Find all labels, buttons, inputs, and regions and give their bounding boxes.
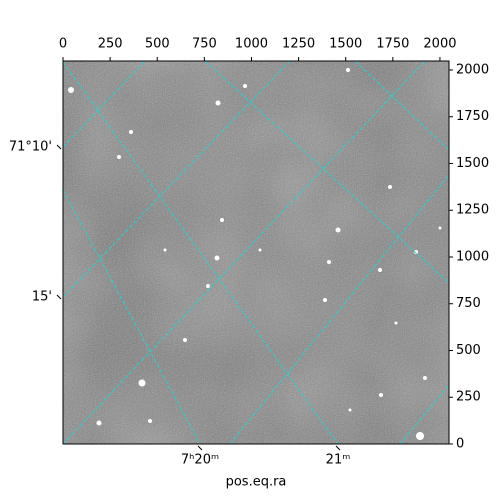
- ra-tick: [335, 445, 341, 451]
- x-tick-label: 250: [98, 37, 123, 52]
- x-tick-label: 1000: [235, 37, 268, 52]
- y-tick-label: 1500: [456, 156, 489, 171]
- y-tick-label: 250: [456, 390, 481, 405]
- y-tick-label: 1750: [456, 109, 489, 124]
- x-tick-label: 750: [192, 37, 217, 52]
- y-tick-label: 1000: [456, 249, 489, 264]
- sky-image: [63, 61, 449, 444]
- coordinate-grid: [63, 61, 449, 444]
- dec-tick: [56, 144, 62, 150]
- stars: [68, 68, 442, 440]
- ra-tick-label: 7ʰ20ᵐ: [181, 453, 219, 468]
- y-tick-label: 2000: [456, 62, 489, 77]
- x-tick-label: 1500: [329, 37, 362, 52]
- frame: [62, 60, 450, 445]
- x-tick-label: 1250: [282, 37, 315, 52]
- x-tick-label: 1750: [376, 37, 409, 52]
- dec-tick: [56, 294, 62, 300]
- y-tick-label: 0: [456, 437, 464, 452]
- dec-tick-label: 15': [32, 290, 52, 305]
- y-tick-label: 750: [456, 296, 481, 311]
- x-tick-label: 0: [59, 37, 67, 52]
- x-axis-label: pos.eq.ra: [226, 475, 287, 490]
- ra-tick-label: 21ᵐ: [326, 453, 351, 468]
- y-tick-label: 1250: [456, 203, 489, 218]
- ra-tick: [197, 445, 203, 451]
- dec-tick-label: 71°10': [9, 140, 52, 155]
- y-tick-label: 500: [456, 343, 481, 358]
- x-tick-label: 500: [145, 37, 170, 52]
- x-tick-label: 2000: [423, 37, 456, 52]
